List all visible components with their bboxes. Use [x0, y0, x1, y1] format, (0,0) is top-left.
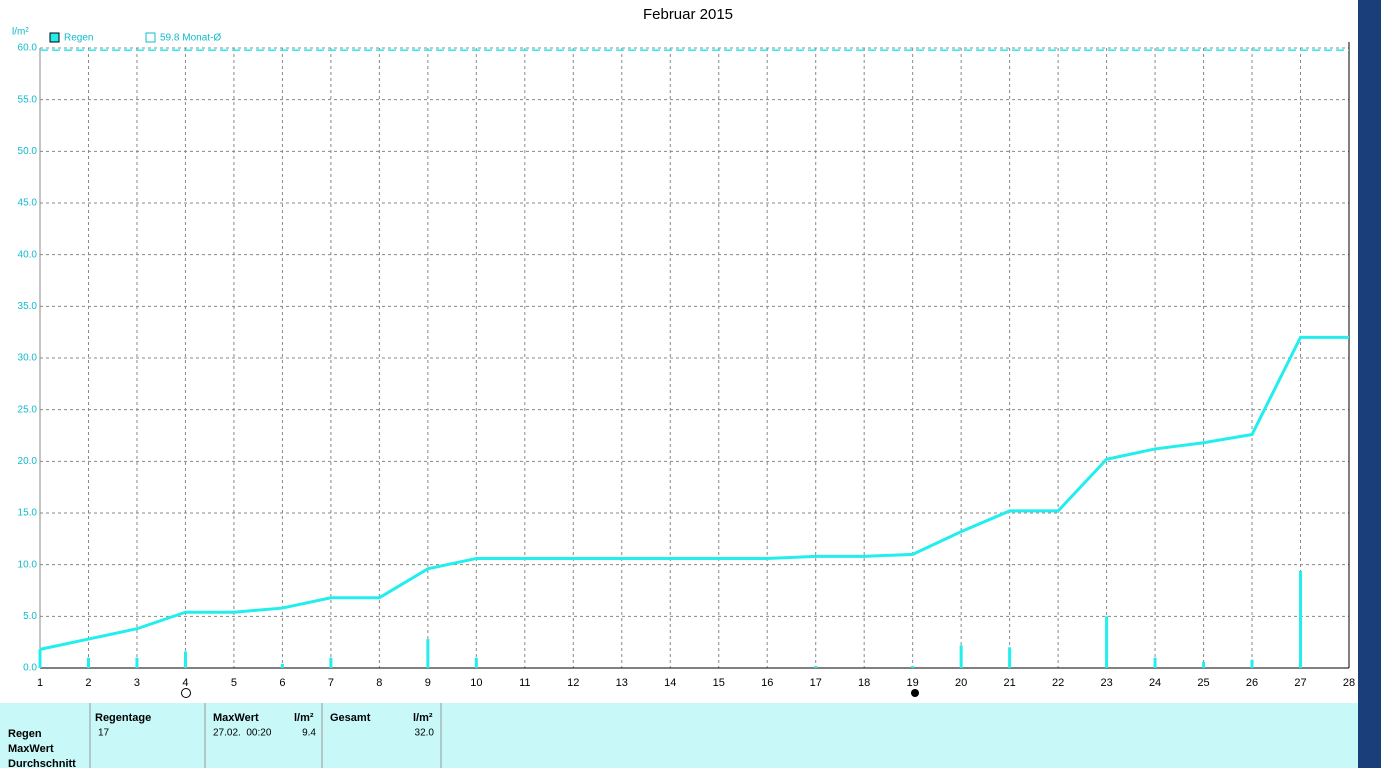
moon-full: [181, 688, 191, 698]
x-tick-label: 15: [713, 677, 725, 689]
y-tick-label: 55.0: [18, 94, 38, 105]
x-tick-label: 23: [1100, 677, 1112, 689]
x-tick-label: 21: [1004, 677, 1016, 689]
x-tick-label: 28: [1343, 677, 1355, 689]
y-tick-label: 45.0: [18, 198, 38, 209]
table-header-cell: l/m²: [413, 712, 433, 724]
chart-title: Februar 2015: [643, 6, 733, 23]
bar: [959, 645, 963, 668]
x-tick-label: 5: [231, 677, 237, 689]
x-tick-label: 22: [1052, 677, 1064, 689]
y-tick-label: 40.0: [18, 249, 38, 260]
x-tick-label: 3: [134, 677, 140, 689]
table-panel: [0, 703, 1358, 768]
y-tick-label: 10.0: [18, 559, 38, 570]
x-tick-label: 16: [761, 677, 773, 689]
x-tick-label: 18: [858, 677, 870, 689]
moon-new: [911, 689, 919, 697]
row-label: Regen: [8, 728, 42, 740]
y-tick-label: 20.0: [18, 456, 38, 467]
table-cell: 32.0: [415, 728, 435, 739]
bar: [1299, 570, 1303, 668]
legend-swatch: [49, 32, 60, 43]
bar: [183, 651, 187, 668]
x-tick-label: 27: [1294, 677, 1306, 689]
x-tick-label: 6: [279, 677, 285, 689]
x-tick-label: 1: [37, 677, 43, 689]
y-tick-label: 30.0: [18, 353, 38, 364]
table-dividers: [89, 703, 442, 768]
y-tick-label: 60.0: [18, 43, 38, 54]
legend-swatch: [145, 32, 156, 43]
x-tick-label: 25: [1197, 677, 1209, 689]
y-tick-label: 5.0: [23, 611, 37, 622]
x-tick-label: 2: [85, 677, 91, 689]
row-label: MaxWert: [8, 743, 54, 755]
bar: [135, 657, 139, 668]
bar: [814, 665, 818, 668]
x-tick-label: 8: [376, 677, 382, 689]
table-cell: 17: [98, 728, 110, 739]
bar: [1250, 659, 1254, 668]
y-tick-label: 15.0: [18, 508, 38, 519]
table-header-cell: l/m²: [294, 712, 314, 724]
table-header-cell: MaxWert: [213, 712, 259, 724]
table-header-cell: Regentage: [95, 712, 151, 724]
bar: [86, 657, 90, 668]
y-tick-label: 50.0: [18, 146, 38, 157]
bar: [911, 665, 915, 668]
x-tick-label: 17: [810, 677, 822, 689]
window-edge: [1358, 0, 1381, 768]
y-tick-label: 35.0: [18, 301, 38, 312]
bar: [1153, 657, 1157, 668]
x-tick-label: 13: [616, 677, 628, 689]
table-header-cell: Gesamt: [330, 712, 371, 724]
x-tick-label: 10: [470, 677, 482, 689]
x-tick-label: 9: [425, 677, 431, 689]
x-tick-label: 7: [328, 677, 334, 689]
x-tick-label: 19: [907, 677, 919, 689]
bar: [1008, 647, 1012, 668]
x-tick-label: 20: [955, 677, 967, 689]
bar: [38, 649, 42, 668]
x-tick-label: 11: [519, 677, 530, 689]
legend-label: Regen: [64, 33, 93, 44]
bar: [474, 657, 478, 668]
row-label: Durchschnitt: [8, 758, 76, 768]
x-tick-label: 26: [1246, 677, 1258, 689]
y-axis-label: l/m²: [12, 27, 29, 38]
x-tick-label: 4: [182, 677, 188, 689]
table-header: Regentage MaxWert l/m² Gesamt l/m²: [95, 712, 433, 724]
bar: [1105, 616, 1109, 668]
bar: [1202, 661, 1206, 668]
x-tick-label: 12: [567, 677, 579, 689]
cumulative-line: [39, 335, 1349, 651]
bar: [426, 639, 430, 668]
legend-label: 59.8 Monat-Ø: [160, 33, 221, 44]
x-tick-label: 24: [1149, 677, 1161, 689]
table-cell: 9.4: [302, 728, 316, 739]
y-tick-label: 0.0: [23, 663, 37, 674]
y-tick-label: 25.0: [18, 404, 38, 415]
x-tick-label: 14: [664, 677, 676, 689]
bar: [280, 663, 284, 668]
bar: [329, 657, 333, 668]
table-cell: 27.02. 00:20: [213, 728, 272, 739]
